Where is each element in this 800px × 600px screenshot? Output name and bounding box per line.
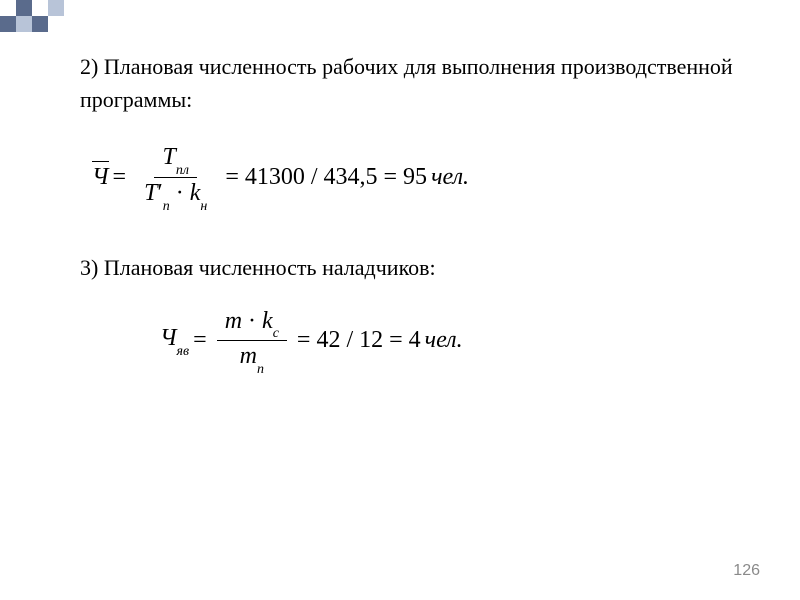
equals-sign-2: = <box>193 327 207 354</box>
deco-square <box>16 16 32 32</box>
deco-square <box>96 16 112 32</box>
formula1-fraction: Tпл T′п · kн <box>136 144 215 211</box>
deco-square <box>64 16 80 32</box>
deco-square <box>80 0 96 16</box>
formula1-lhs: Ч <box>92 164 109 191</box>
equals-sign: = <box>113 164 127 191</box>
formula2-denominator: mп <box>232 341 272 374</box>
deco-square <box>0 0 16 16</box>
formula2-numerator: m · kс <box>217 308 287 342</box>
corner-decoration <box>0 0 120 32</box>
item-2-text: 2) Плановая численность рабочих для выпо… <box>80 50 740 116</box>
deco-square <box>32 0 48 16</box>
page-number: 126 <box>733 562 760 580</box>
formula1-unit: чел. <box>431 164 469 191</box>
formula1-numerator: Tпл <box>154 144 196 178</box>
deco-square <box>96 0 112 16</box>
deco-square <box>48 16 64 32</box>
formula-2: Чяв = m · kс mп = 42 / 12 = 4 чел. <box>160 308 740 375</box>
formula2-unit: чел. <box>425 327 463 354</box>
formula2-lhs: Чяв <box>160 325 189 356</box>
deco-square <box>64 0 80 16</box>
formula1-calc: = 41300 / 434,5 = 95 <box>225 164 427 191</box>
deco-square <box>16 0 32 16</box>
formula2-calc: = 42 / 12 = 4 <box>297 327 421 354</box>
item-3-text: 3) Плановая численность наладчиков: <box>80 251 740 284</box>
formula-1: Ч = Tпл T′п · kн = 41300 / 434,5 = 95 че… <box>92 144 740 211</box>
slide-content: 2) Плановая численность рабочих для выпо… <box>0 0 800 454</box>
deco-square <box>80 16 96 32</box>
formula2-fraction: m · kс mп <box>217 308 287 375</box>
deco-square <box>0 16 16 32</box>
deco-square <box>48 0 64 16</box>
formula1-denominator: T′п · kн <box>136 178 215 211</box>
deco-square <box>32 16 48 32</box>
